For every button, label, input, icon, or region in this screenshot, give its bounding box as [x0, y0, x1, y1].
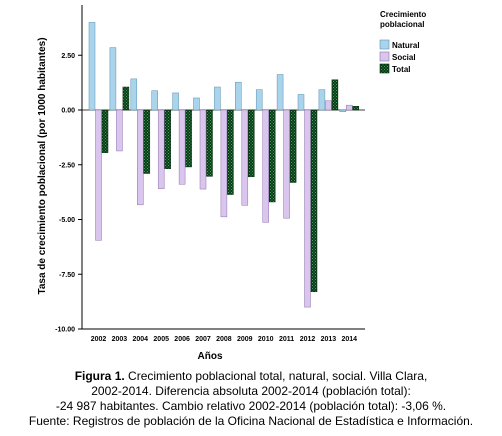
bar-total	[227, 109, 234, 195]
legend-swatch-social	[379, 51, 390, 62]
x-tick-label: 2007	[195, 336, 211, 343]
x-tick-label: 2003	[112, 336, 128, 343]
bar-total	[289, 109, 297, 183]
x-tick-label: 2008	[216, 336, 232, 343]
y-tick-label: 0.00	[61, 108, 75, 115]
bar-social	[199, 109, 207, 190]
bar-social	[95, 109, 102, 241]
x-tick-label: 2012	[300, 336, 316, 343]
bar-total	[310, 109, 318, 293]
x-tick-label: 2005	[153, 336, 169, 343]
caption-line-3: -24 987 habitantes. Cambio relativo 2002…	[55, 399, 447, 413]
y-ticks: 2.50 0.00 -2.50 -5.00 -7.50 -10.00	[55, 53, 82, 334]
bar-total	[352, 106, 360, 111]
x-tick-label: 2009	[237, 336, 253, 343]
caption-label: Figura 1.	[74, 369, 125, 383]
x-tick-label: 2004	[133, 336, 149, 343]
bar-total	[268, 109, 276, 203]
bar-natural	[88, 22, 96, 111]
bar-total	[206, 109, 213, 177]
bar-social	[241, 109, 249, 206]
bar-social	[325, 100, 332, 111]
legend-title-line1: Crecimiento	[380, 10, 426, 19]
y-tick-label: -7.50	[59, 272, 75, 279]
legend-label-social: Social	[392, 53, 416, 62]
y-axis-label: Tasa de crecimiento poblacional (por 100…	[37, 37, 48, 294]
y-tick-label: -5.00	[59, 217, 75, 224]
bar-social	[137, 109, 144, 206]
bar-natural	[109, 47, 117, 111]
bar-natural	[276, 74, 284, 111]
y-tick-label: -2.50	[59, 162, 75, 169]
bar-natural	[297, 94, 305, 111]
bar-natural	[339, 109, 347, 113]
bars	[88, 22, 360, 308]
x-tick-label: 2002	[91, 336, 107, 343]
bar-total	[143, 109, 151, 174]
bar-natural	[172, 92, 179, 111]
x-tick-label: 2014	[342, 336, 358, 343]
y-tick-label: 2.50	[61, 53, 75, 60]
bar-natural	[151, 90, 158, 111]
bar-natural	[214, 86, 221, 111]
bar-natural	[318, 89, 326, 111]
y-tick-label: -10.00	[55, 327, 75, 334]
legend-label-natural: Natural	[392, 41, 420, 50]
bar-social	[178, 109, 186, 185]
bar-total	[101, 109, 109, 153]
bar-natural	[193, 97, 200, 111]
caption-line-1: Figura 1. Crecimiento poblacional total,…	[0, 369, 502, 384]
bar-total	[248, 109, 255, 178]
chart-area: 2.500.00-2.50-5.00-7.50-10.00 2002 2003 20…	[37, 5, 426, 362]
x-tick-label: 2011	[279, 336, 294, 343]
caption-line1-text: Crecimiento poblacional total, natural, …	[128, 369, 428, 383]
bar-total	[122, 86, 130, 111]
bar-social	[283, 109, 290, 219]
x-tick-label: 2010	[258, 336, 274, 343]
figure-caption: Figura 1. Crecimiento poblacional total,…	[0, 369, 502, 429]
x-ticks: 2002 2003 2004 2005 2006 2007 2008 2009 2010 2011…	[91, 336, 357, 343]
caption-line-4: Fuente: Registros de población de la Ofi…	[28, 414, 474, 428]
bar-natural	[235, 81, 242, 111]
bar-social	[157, 109, 165, 189]
legend-label-total: Total	[392, 65, 411, 74]
bar-social	[262, 109, 269, 223]
bar-natural	[130, 78, 138, 111]
x-axis-label: Años	[198, 351, 223, 362]
bar-social	[116, 109, 123, 152]
bar-total	[164, 109, 171, 169]
x-tick-label: 2006	[174, 336, 190, 343]
legend-swatch-total	[379, 63, 390, 74]
x-tick-label: 2013	[321, 336, 337, 343]
bar-social	[220, 109, 228, 218]
legend-title-line2: poblacional	[380, 20, 424, 29]
caption-line-2: 2002-2014. Diferencia absoluta 2002-2014…	[91, 384, 411, 398]
bar-total	[185, 109, 192, 168]
bar-social	[304, 109, 311, 308]
bar-total	[331, 79, 339, 111]
bar-social	[346, 104, 353, 111]
legend: Crecimiento poblacional Natural Social Tot…	[379, 10, 426, 74]
legend-swatch-natural	[379, 39, 390, 50]
bar-natural	[255, 89, 263, 111]
